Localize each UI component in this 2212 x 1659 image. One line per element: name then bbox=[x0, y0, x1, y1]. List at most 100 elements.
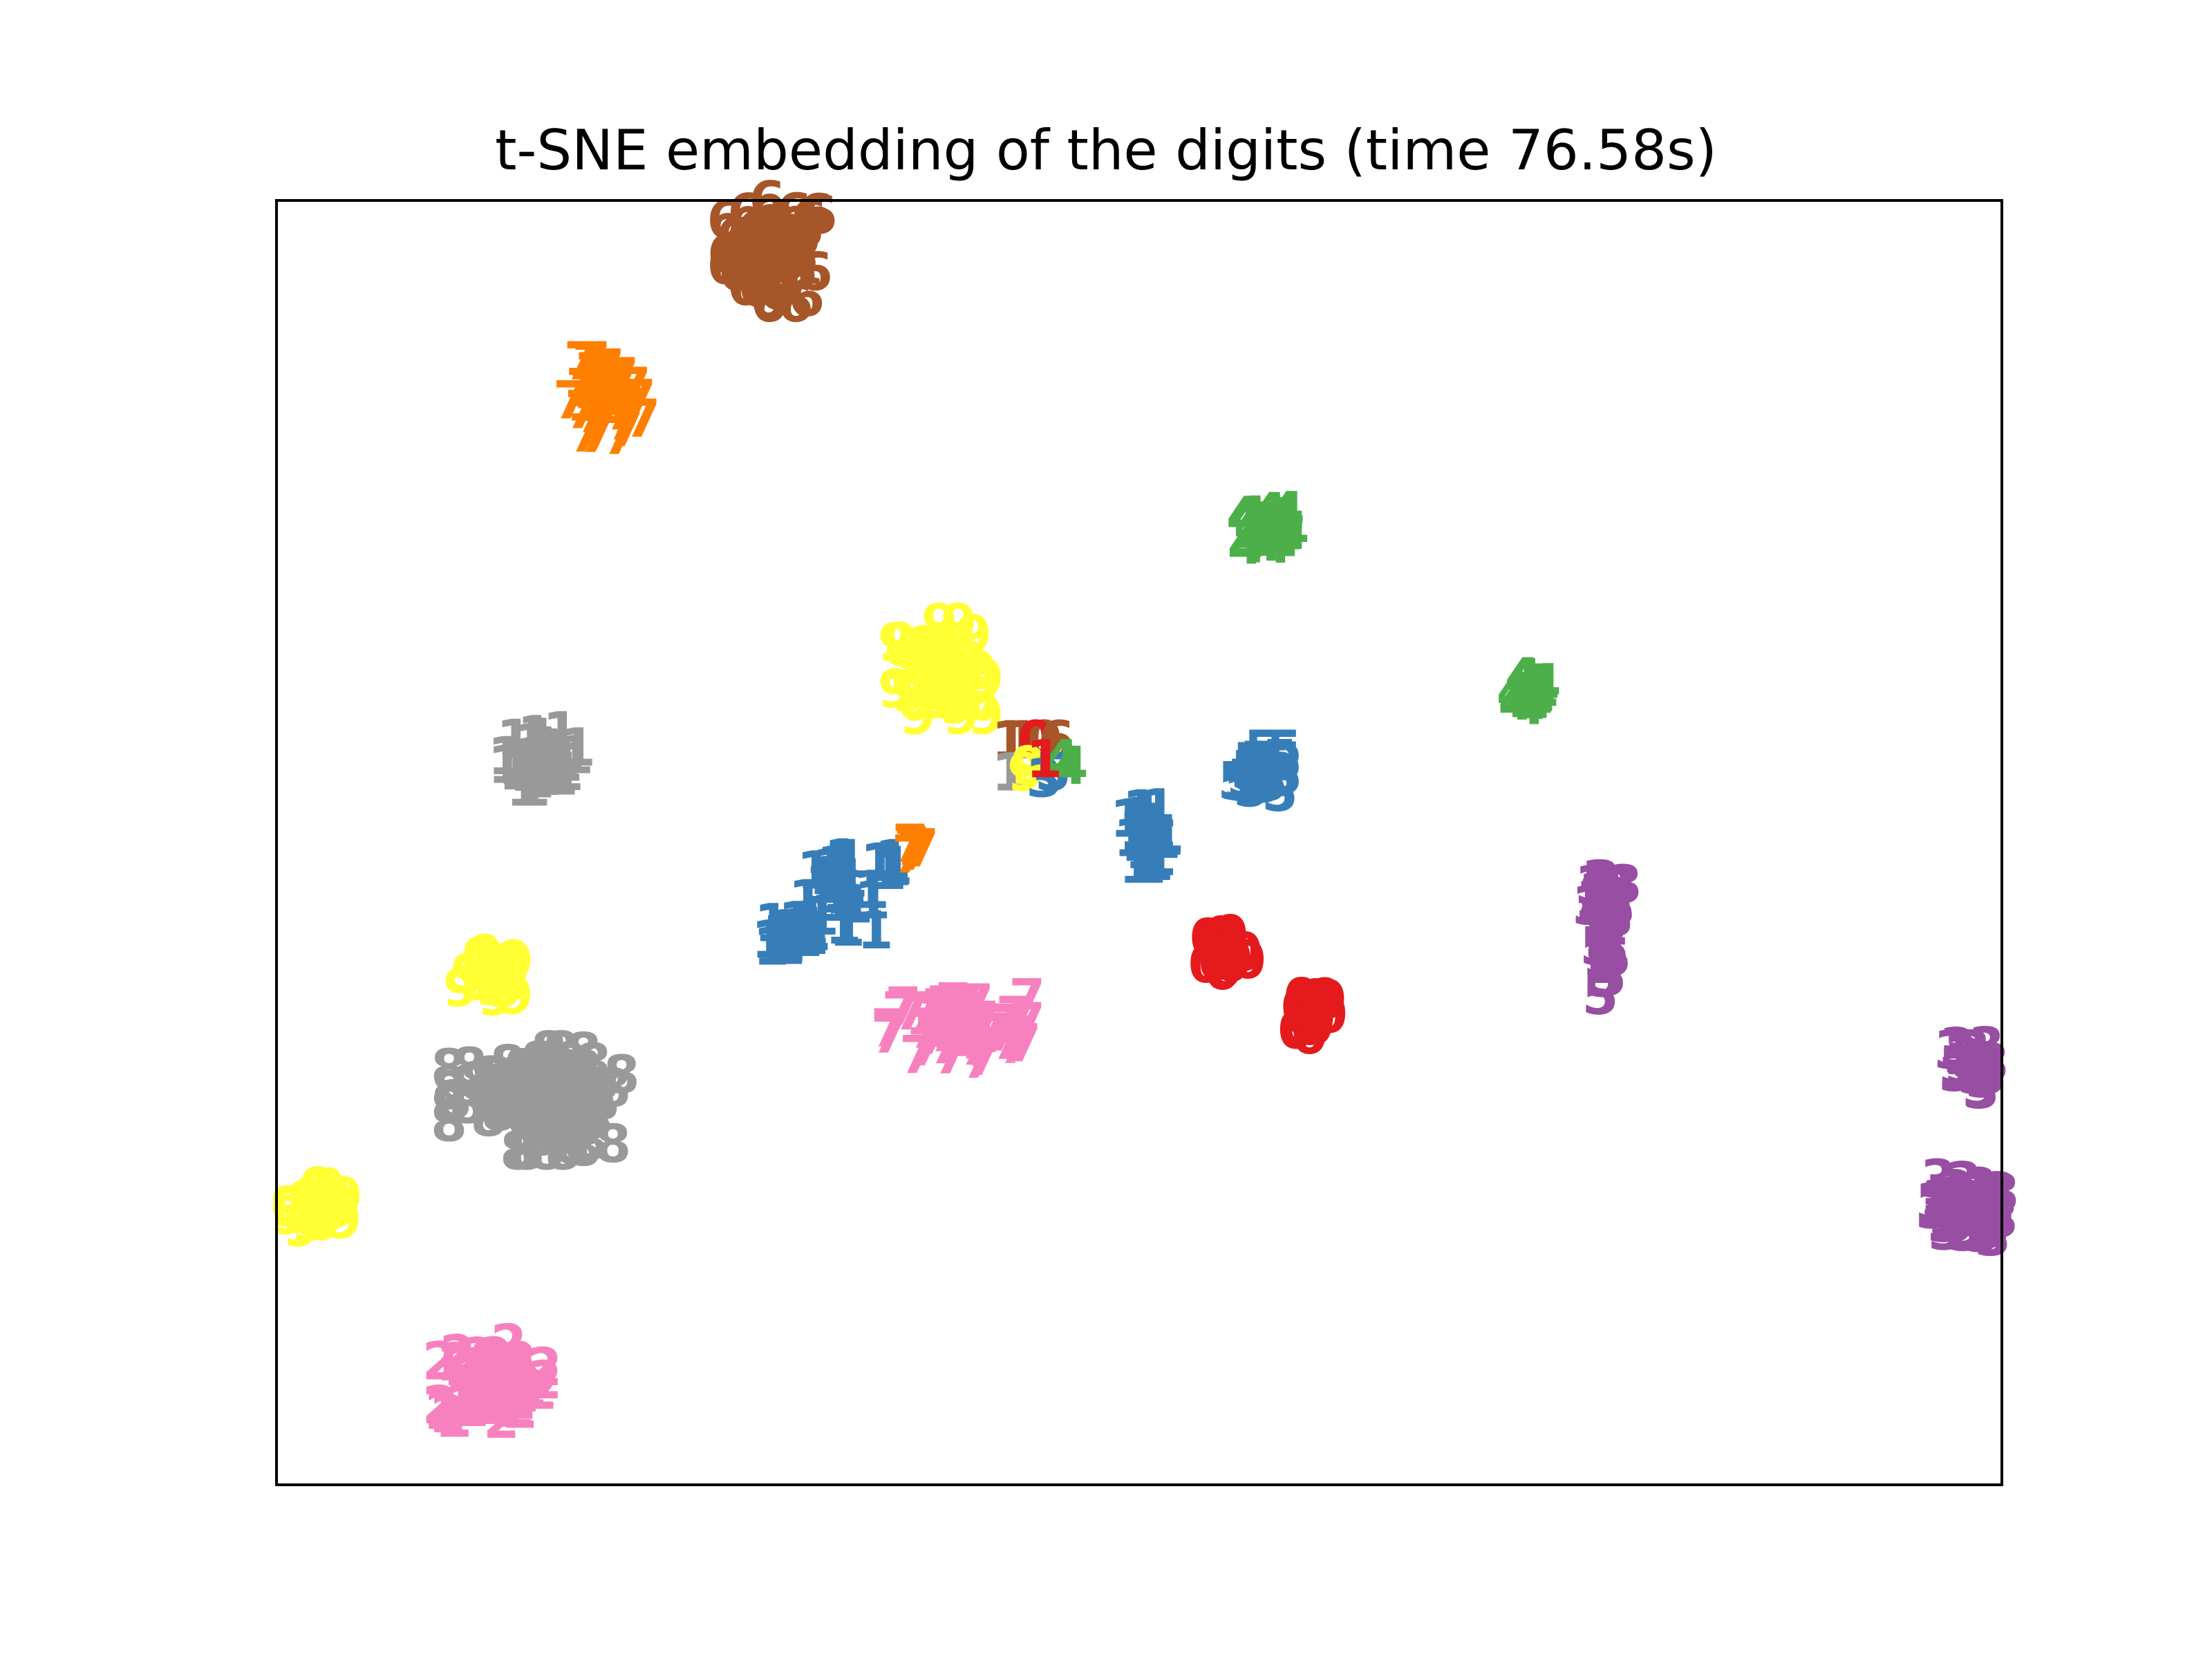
digit-point-cluster-15: 8 bbox=[490, 1034, 527, 1096]
digit-point-cluster-0: 6 bbox=[769, 214, 806, 275]
digit-point-cluster-1: 7 bbox=[615, 356, 651, 418]
digit-point-cluster-18: 7 bbox=[984, 1002, 1021, 1063]
digit-point-cluster-5: 5 bbox=[1266, 744, 1302, 806]
digit-point-cluster-0: 6 bbox=[776, 182, 812, 243]
digit-point-cluster-4: 9 bbox=[907, 630, 944, 692]
digit-point-cluster-24: 3 bbox=[1975, 1206, 2012, 1268]
digit-point-cluster-24: 3 bbox=[1979, 1177, 2016, 1239]
digit-point-cluster-19: 0 bbox=[1203, 905, 1239, 966]
digit-point-cluster-21: 9 bbox=[325, 1189, 362, 1250]
digit-point-cluster-16: 8 bbox=[525, 1099, 561, 1161]
digit-point-cluster-11: 7 bbox=[897, 819, 933, 881]
digit-point-cluster-24: 3 bbox=[1915, 1179, 1952, 1240]
digit-point-cluster-0: 6 bbox=[772, 228, 809, 290]
digit-point-cluster-22: 2 bbox=[447, 1364, 484, 1425]
digit-point-cluster-0: 6 bbox=[796, 183, 833, 245]
digit-point-cluster-22: 2 bbox=[500, 1370, 537, 1432]
digit-point-cluster-18: 7 bbox=[932, 999, 969, 1060]
digit-point-cluster-0: 6 bbox=[731, 214, 767, 275]
digit-point-cluster-15: 8 bbox=[511, 1078, 547, 1140]
digit-point-cluster-14: 9 bbox=[496, 929, 532, 991]
digit-point-cluster-19: 0 bbox=[1212, 930, 1248, 991]
digit-point-cluster-7: 1 bbox=[1137, 831, 1174, 892]
digit-point-cluster-4: 9 bbox=[912, 627, 948, 688]
digit-point-cluster-18: 7 bbox=[961, 1029, 997, 1091]
digit-point-cluster-8: 1 bbox=[781, 897, 818, 958]
digit-point-cluster-24: 3 bbox=[1964, 1174, 2000, 1236]
digit-point-cluster-12: 3 bbox=[1588, 885, 1625, 946]
digit-point-cluster-22: 2 bbox=[478, 1364, 514, 1425]
digit-point-cluster-24: 3 bbox=[1960, 1180, 1997, 1241]
digit-point-cluster-0: 6 bbox=[738, 236, 774, 298]
digit-point-cluster-3: 4 bbox=[1510, 675, 1547, 737]
digit-point-cluster-10: 1 bbox=[861, 832, 897, 893]
digit-point-cluster-24: 3 bbox=[1963, 1201, 2000, 1263]
digit-point-cluster-1: 7 bbox=[578, 395, 615, 457]
digit-point-cluster-22: 2 bbox=[476, 1358, 512, 1419]
digit-point-cluster-10: 1 bbox=[876, 836, 912, 898]
digit-point-cluster-15: 8 bbox=[568, 1053, 604, 1114]
digit-point-cluster-19: 0 bbox=[1210, 923, 1246, 984]
digit-point-cluster-8: 1 bbox=[831, 854, 868, 915]
digit-point-cluster-15: 8 bbox=[431, 1092, 467, 1154]
digit-point-cluster-4: 9 bbox=[878, 612, 915, 673]
digit-point-cluster-23: 3 bbox=[1960, 1034, 1997, 1096]
digit-point-cluster-18: 7 bbox=[919, 986, 956, 1047]
digit-point-cluster-18: 7 bbox=[893, 980, 930, 1042]
digit-point-center-0: 1 bbox=[991, 709, 1028, 771]
digit-point-cluster-1: 7 bbox=[575, 383, 612, 444]
digit-point-cluster-9: 1 bbox=[795, 901, 832, 962]
digit-point-cluster-2: 4 bbox=[1252, 500, 1288, 561]
digit-point-cluster-7: 1 bbox=[1147, 803, 1184, 865]
chart-title: t-SNE embedding of the digits (time 76.5… bbox=[495, 118, 1717, 182]
digit-point-cluster-9: 1 bbox=[794, 901, 831, 963]
digit-point-cluster-23: 3 bbox=[1969, 1016, 2005, 1078]
digit-point-cluster-16: 8 bbox=[550, 1085, 587, 1146]
digit-point-cluster-3: 4 bbox=[1511, 654, 1548, 715]
digit-point-cluster-4: 9 bbox=[883, 630, 920, 691]
digit-point-cluster-15: 8 bbox=[504, 1038, 541, 1099]
digit-point-cluster-11: 7 bbox=[896, 821, 932, 883]
digit-point-cluster-15: 8 bbox=[583, 1070, 620, 1132]
digit-point-cluster-2: 4 bbox=[1259, 487, 1296, 548]
digit-point-cluster-1: 7 bbox=[604, 380, 641, 442]
digit-point-cluster-20: 0 bbox=[1291, 1004, 1328, 1066]
digit-point-cluster-18: 7 bbox=[926, 975, 963, 1036]
digit-point-cluster-8: 1 bbox=[828, 863, 865, 925]
digit-point-cluster-6: 1 bbox=[522, 707, 559, 769]
digit-point-cluster-5: 5 bbox=[1251, 751, 1288, 813]
digit-point-cluster-1: 7 bbox=[584, 346, 621, 408]
digit-point-cluster-15: 8 bbox=[560, 1089, 597, 1150]
digit-point-center-5: 1 bbox=[991, 741, 1028, 803]
digit-point-cluster-22: 2 bbox=[430, 1383, 467, 1445]
digit-point-cluster-5: 5 bbox=[1262, 728, 1298, 789]
digit-point-cluster-15: 8 bbox=[519, 1076, 556, 1138]
digit-point-cluster-18: 7 bbox=[915, 997, 951, 1058]
digit-point-cluster-14: 9 bbox=[475, 955, 512, 1017]
digit-point-cluster-15: 8 bbox=[480, 1081, 517, 1143]
digit-point-cluster-15: 8 bbox=[565, 1022, 601, 1083]
digit-point-cluster-7: 1 bbox=[1128, 803, 1165, 865]
digit-point-cluster-15: 8 bbox=[543, 1020, 579, 1082]
digit-point-cluster-22: 2 bbox=[440, 1323, 476, 1385]
digit-point-center-9: 3 bbox=[1026, 748, 1062, 809]
digit-point-cluster-18: 7 bbox=[934, 1009, 971, 1070]
digit-point-cluster-18: 7 bbox=[928, 1015, 965, 1076]
digit-point-cluster-2: 4 bbox=[1253, 493, 1290, 554]
digit-point-cluster-24: 3 bbox=[1918, 1173, 1954, 1235]
digit-point-cluster-6: 1 bbox=[542, 746, 579, 807]
digit-point-cluster-5: 5 bbox=[1240, 751, 1277, 812]
digit-point-cluster-24: 3 bbox=[1947, 1198, 1984, 1259]
digit-point-cluster-0: 6 bbox=[782, 227, 818, 288]
digit-point-cluster-0: 6 bbox=[732, 242, 769, 303]
digit-point-cluster-2: 4 bbox=[1226, 485, 1263, 546]
digit-point-cluster-24: 3 bbox=[1934, 1171, 1971, 1232]
digit-point-cluster-15: 8 bbox=[514, 1081, 551, 1143]
digit-point-cluster-22: 2 bbox=[470, 1332, 507, 1394]
digit-point-cluster-20: 0 bbox=[1286, 982, 1323, 1044]
digit-point-cluster-9: 1 bbox=[762, 903, 798, 964]
digit-point-cluster-4: 9 bbox=[930, 622, 966, 684]
digit-point-cluster-16: 8 bbox=[543, 1088, 580, 1150]
digit-point-cluster-2: 4 bbox=[1244, 493, 1280, 554]
digit-point-cluster-1: 7 bbox=[565, 379, 601, 440]
